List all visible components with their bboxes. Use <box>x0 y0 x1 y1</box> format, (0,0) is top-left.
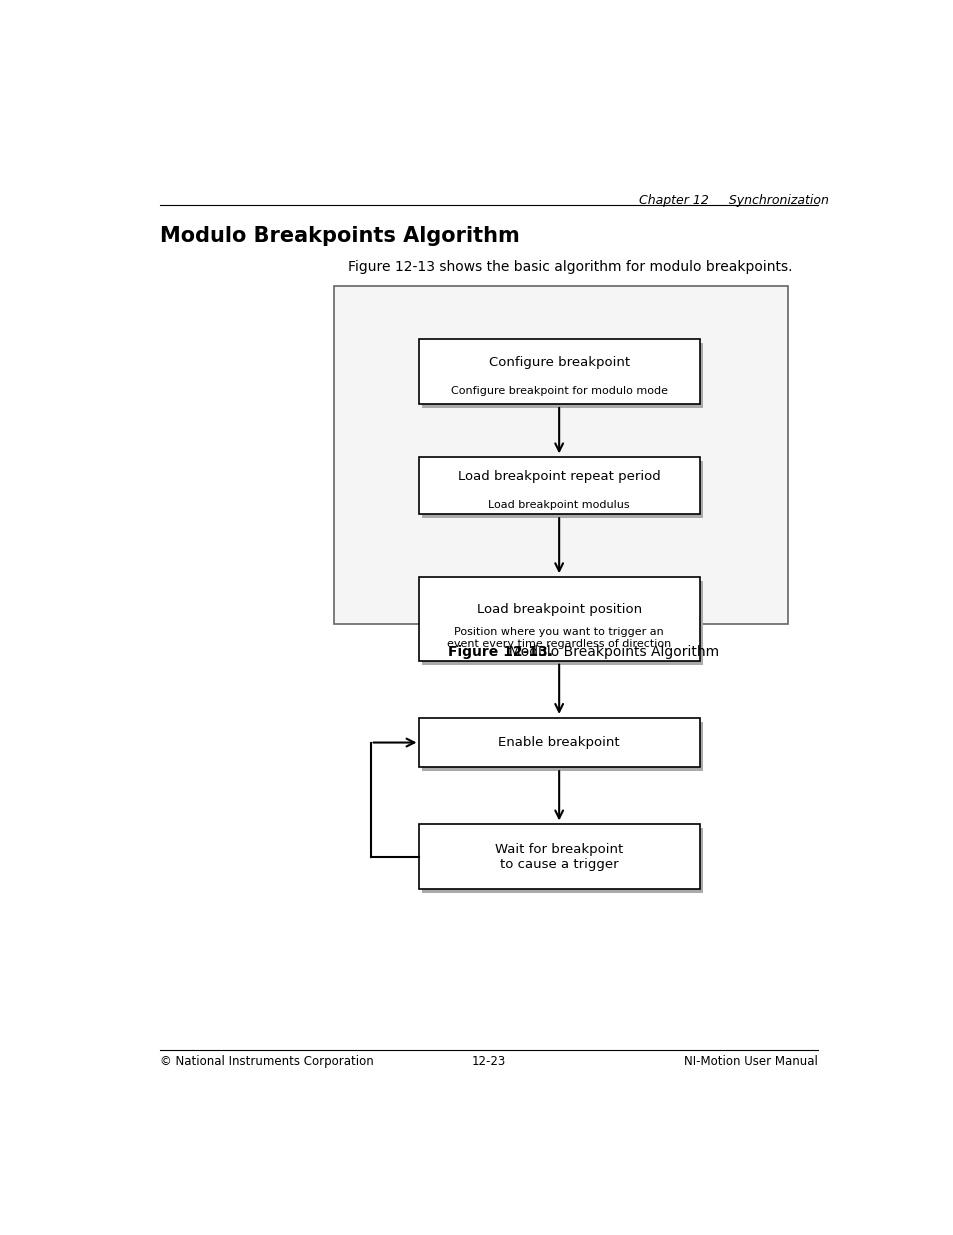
Text: © National Instruments Corporation: © National Instruments Corporation <box>160 1056 374 1068</box>
Text: Figure 12-13 shows the basic algorithm for modulo breakpoints.: Figure 12-13 shows the basic algorithm f… <box>348 261 792 274</box>
Text: Load breakpoint position: Load breakpoint position <box>476 603 641 616</box>
Text: Modulo Breakpoints Algorithm: Modulo Breakpoints Algorithm <box>160 226 519 246</box>
Text: Position where you want to trigger an
event every time regardless of direction: Position where you want to trigger an ev… <box>447 627 671 648</box>
FancyBboxPatch shape <box>418 718 699 767</box>
Text: Load breakpoint repeat period: Load breakpoint repeat period <box>457 469 659 483</box>
Text: NI-Motion User Manual: NI-Motion User Manual <box>683 1056 817 1068</box>
FancyBboxPatch shape <box>421 829 701 893</box>
FancyBboxPatch shape <box>421 461 701 519</box>
Text: Configure breakpoint: Configure breakpoint <box>488 356 629 369</box>
Text: Load breakpoint modulus: Load breakpoint modulus <box>488 500 629 510</box>
FancyBboxPatch shape <box>418 340 699 404</box>
Text: Configure breakpoint for modulo mode: Configure breakpoint for modulo mode <box>450 385 667 395</box>
FancyBboxPatch shape <box>418 577 699 661</box>
Text: Wait for breakpoint
to cause a trigger: Wait for breakpoint to cause a trigger <box>495 842 622 871</box>
FancyBboxPatch shape <box>421 580 701 664</box>
Text: Chapter 12     Synchronization: Chapter 12 Synchronization <box>639 194 828 206</box>
FancyBboxPatch shape <box>421 721 701 771</box>
Text: Enable breakpoint: Enable breakpoint <box>497 736 619 750</box>
FancyBboxPatch shape <box>334 287 787 624</box>
Text: Modulo Breakpoints Algorithm: Modulo Breakpoints Algorithm <box>499 645 719 658</box>
FancyBboxPatch shape <box>418 824 699 889</box>
Text: Figure 12-13.: Figure 12-13. <box>448 645 553 658</box>
FancyBboxPatch shape <box>421 343 701 408</box>
FancyBboxPatch shape <box>418 457 699 514</box>
Text: 12-23: 12-23 <box>472 1056 505 1068</box>
